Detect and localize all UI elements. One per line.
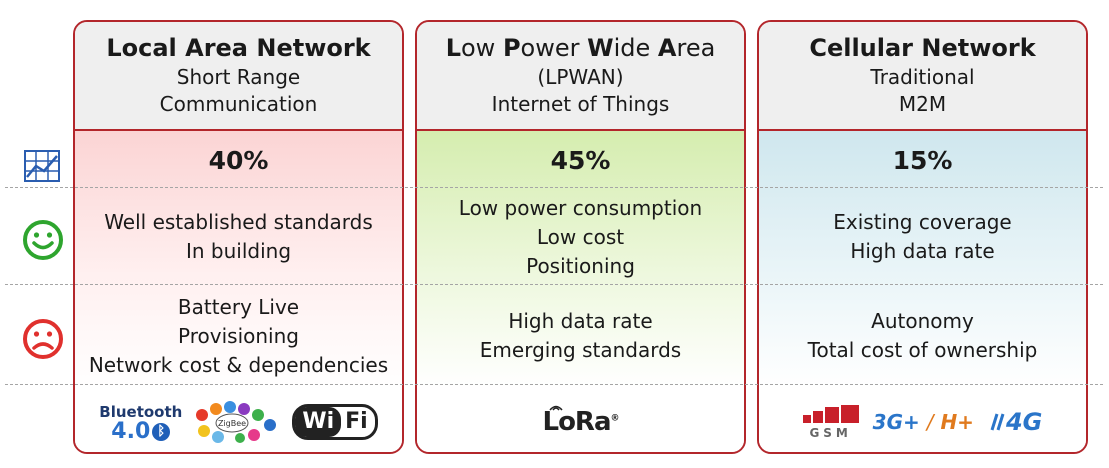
- chart-icon: [24, 150, 60, 182]
- advantage-item: Well established standards: [104, 210, 373, 234]
- market-share: 40%: [208, 145, 269, 175]
- technology-logos: LoRa®: [417, 387, 744, 452]
- technology-logos: GSM 3G+ / H+ 4G: [759, 387, 1086, 452]
- column-title: Low Power Wide Area: [445, 34, 716, 62]
- disadvantage-item: Network cost & dependencies: [88, 352, 389, 377]
- row-separator: [5, 284, 1103, 285]
- svg-text:ZigBee: ZigBee: [218, 419, 246, 428]
- 4g-logo: 4G: [988, 408, 1042, 436]
- column-title: Local Area Network: [106, 34, 371, 62]
- wifi-logo: Wi Fi: [292, 404, 378, 440]
- row-separator: [5, 384, 1103, 385]
- row-separator: [5, 187, 1103, 188]
- column-subtitle-line: (LPWAN): [537, 65, 624, 89]
- column-lan: Local Area Network Short Range Communica…: [73, 20, 404, 454]
- disadvantages: High data rate Emerging standards: [417, 285, 744, 387]
- zigbee-logo: ZigBee: [196, 401, 277, 443]
- signal-slashes-icon: [990, 413, 1005, 431]
- advantage-item: Low power consumption: [458, 195, 703, 220]
- advantage-item: Positioning: [526, 253, 635, 278]
- disadvantage-item: Total cost of ownership: [807, 338, 1038, 362]
- smiley-happy-icon: [23, 220, 63, 260]
- disadvantages: Battery Live Provisioning Network cost &…: [75, 285, 402, 387]
- disadvantage-item: Autonomy: [871, 309, 974, 333]
- column-header: Cellular Network Traditional M2M: [759, 22, 1086, 131]
- column-subtitle-line: Internet of Things: [491, 92, 670, 116]
- advantages: Well established standards In building: [75, 189, 402, 285]
- disadvantage-item: Provisioning: [178, 323, 299, 348]
- 3g-hplus-logo: 3G+ / H+: [872, 410, 974, 434]
- advantage-item: High data rate: [850, 239, 995, 263]
- disadvantage-item: High data rate: [508, 309, 653, 333]
- column-cellular: Cellular Network Traditional M2M 15% Exi…: [757, 20, 1088, 454]
- column-subtitle-line: M2M: [898, 92, 947, 116]
- column-title: Cellular Network: [809, 34, 1036, 62]
- technology-logos: Bluetooth 4.0 ᛒ ZigBee Wi Fi: [75, 387, 402, 452]
- column-header: Local Area Network Short Range Communica…: [75, 22, 402, 131]
- column-subtitle-line: Communication: [159, 92, 318, 116]
- column-subtitle-line: Short Range: [176, 65, 301, 89]
- advantages: Low power consumption Low cost Positioni…: [417, 189, 744, 285]
- signal-waves-icon: [548, 405, 563, 411]
- column-lpwan: Low Power Wide Area (LPWAN) Internet of …: [415, 20, 746, 454]
- lora-logo: LoRa®: [543, 405, 620, 437]
- disadvantage-item: Battery Live: [177, 294, 300, 319]
- market-share: 45%: [550, 145, 611, 175]
- gsm-bars-icon: [802, 404, 859, 423]
- column-subtitle-line: Traditional: [870, 65, 975, 89]
- advantages: Existing coverage High data rate: [759, 189, 1086, 285]
- bluetooth-icon: ᛒ: [152, 423, 171, 441]
- gsm-logo: GSM: [802, 404, 859, 440]
- disadvantage-item: Emerging standards: [479, 338, 682, 362]
- bluetooth-logo: Bluetooth 4.0 ᛒ: [99, 403, 183, 444]
- disadvantages: Autonomy Total cost of ownership: [759, 285, 1086, 387]
- column-header: Low Power Wide Area (LPWAN) Internet of …: [417, 22, 744, 131]
- market-share: 15%: [892, 145, 953, 175]
- advantage-item: Existing coverage: [833, 210, 1012, 234]
- advantage-item: Low cost: [536, 224, 625, 249]
- advantage-item: In building: [185, 239, 292, 263]
- smiley-sad-icon: [23, 319, 63, 359]
